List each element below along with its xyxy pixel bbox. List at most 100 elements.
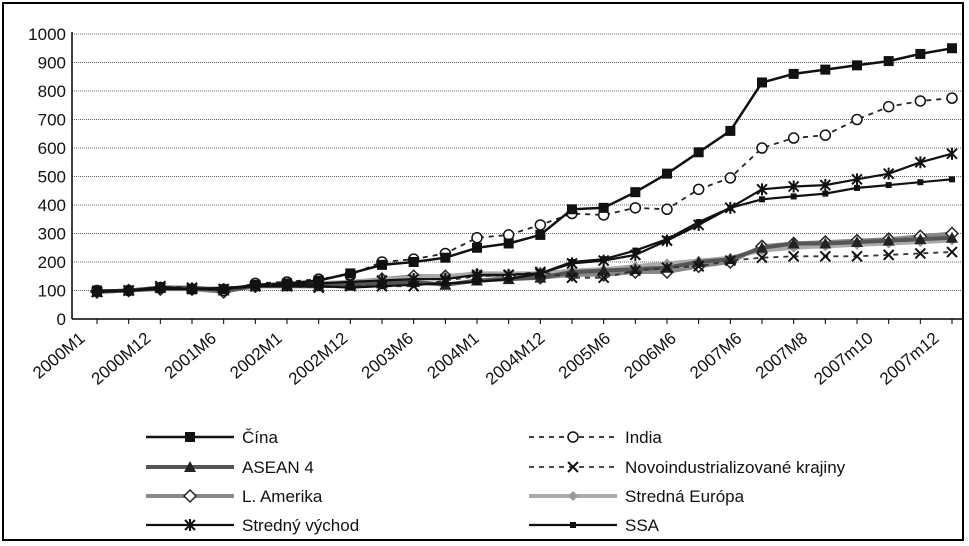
- data-point: [885, 182, 892, 189]
- legend-marker: [182, 488, 198, 504]
- data-point: [474, 278, 480, 285]
- y-tick-label: 0: [57, 310, 66, 329]
- data-point: [882, 167, 895, 180]
- series-line: [96, 152, 953, 293]
- data-point: [914, 95, 927, 107]
- legend-label: SSA: [625, 516, 660, 535]
- data-point: [471, 232, 483, 244]
- data-point: [567, 204, 577, 215]
- x-tick-label: 2005M6: [555, 329, 614, 383]
- data-point: [187, 284, 197, 295]
- y-tick-label: 300: [38, 225, 66, 244]
- x-tick-label: 2003M6: [358, 329, 417, 383]
- data-point: [724, 201, 737, 214]
- data-point: [851, 113, 863, 126]
- data-point: [947, 43, 957, 54]
- data-point: [854, 184, 860, 191]
- data-point: [661, 234, 673, 247]
- data-point: [882, 234, 895, 246]
- data-point: [882, 100, 895, 113]
- legend-item: Stredná Európa: [529, 487, 745, 506]
- data-point: [756, 241, 768, 253]
- data-point: [883, 56, 894, 67]
- data-point: [851, 236, 863, 248]
- data-point: [692, 260, 705, 272]
- data-point: [757, 77, 767, 88]
- data-point: [946, 92, 958, 104]
- data-point: [92, 285, 102, 296]
- legend-item: ASEAN 4: [146, 458, 314, 477]
- data-point: [790, 193, 797, 200]
- data-point: [914, 247, 927, 260]
- data-point: [946, 246, 958, 258]
- series-line: [97, 47, 953, 292]
- legend-label: ASEAN 4: [242, 458, 314, 477]
- data-point: [597, 254, 610, 267]
- data-point: [914, 233, 927, 245]
- y-tick-label: 800: [38, 82, 66, 101]
- data-point: [472, 242, 482, 253]
- data-point: [756, 142, 768, 154]
- series-cina: [92, 43, 957, 296]
- data-point: [915, 48, 926, 59]
- data-point: [692, 218, 705, 231]
- data-point: [534, 219, 547, 231]
- data-point: [629, 264, 642, 277]
- data-point: [123, 285, 134, 296]
- data-point: [787, 180, 800, 193]
- data-point: [787, 132, 800, 144]
- legend-marker: [570, 522, 576, 528]
- data-point: [949, 176, 955, 183]
- data-point: [917, 179, 924, 186]
- data-point: [756, 252, 768, 264]
- data-point: [788, 68, 799, 79]
- y-tick-label: 1000: [28, 25, 66, 44]
- legend-item: India: [529, 428, 662, 447]
- data-point: [662, 168, 672, 179]
- x-tick-label: 2004M12: [482, 329, 549, 389]
- data-point: [819, 250, 832, 263]
- legend-label: Novoindustrializované krajiny: [625, 458, 846, 477]
- y-tick-label: 700: [38, 111, 66, 130]
- data-point: [946, 231, 958, 243]
- data-point: [724, 254, 737, 267]
- y-tick-label: 100: [38, 282, 66, 301]
- data-point: [155, 282, 166, 293]
- data-point: [819, 129, 832, 141]
- x-tick-label: 2007M8: [752, 329, 811, 383]
- data-point: [724, 172, 737, 184]
- data-point: [534, 267, 547, 280]
- data-point: [282, 278, 292, 289]
- legend-item: L. Amerika: [146, 487, 323, 506]
- x-tick-label: 2001M6: [161, 329, 220, 383]
- data-point: [597, 271, 610, 284]
- legend-item: Stredný východ: [146, 516, 359, 535]
- data-point: [882, 249, 895, 261]
- legend-marker: [568, 491, 578, 501]
- x-tick-label: 2007m10: [810, 329, 877, 389]
- legend-marker: [185, 432, 195, 442]
- data-point: [852, 60, 862, 71]
- data-point: [408, 257, 419, 267]
- data-point: [725, 125, 736, 136]
- x-tick-label: 2000M12: [88, 329, 155, 389]
- x-tick-label: 2007M6: [686, 329, 745, 383]
- legend-item: Čína: [146, 428, 278, 447]
- legend-marker: [567, 461, 579, 473]
- data-point: [407, 273, 420, 286]
- data-point: [693, 147, 704, 158]
- data-point: [376, 274, 388, 287]
- data-point: [313, 275, 324, 286]
- data-point: [535, 229, 546, 240]
- data-point: [661, 203, 673, 216]
- data-point: [345, 268, 356, 279]
- legend-label: Stredný východ: [242, 516, 359, 535]
- data-point: [630, 187, 641, 198]
- x-tick-label: 2002M12: [285, 329, 352, 389]
- data-point: [502, 229, 515, 241]
- legend-marker: [567, 431, 579, 443]
- legend: Čína India ASEAN 4 Novoindustrializované kr…: [146, 428, 846, 535]
- data-point: [851, 173, 863, 186]
